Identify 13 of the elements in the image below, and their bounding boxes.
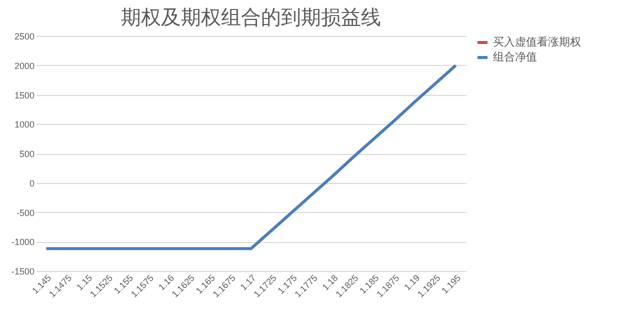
y-tick-label: -1000 xyxy=(11,237,34,248)
legend-label: 买入虚值看涨期权 xyxy=(493,36,581,48)
y-tick-label: 0 xyxy=(29,178,34,188)
y-tick-label: 2500 xyxy=(14,32,34,42)
y-tick-label: 1000 xyxy=(14,120,34,130)
y-tick-label: -1500 xyxy=(11,266,34,276)
y-tick-label: -500 xyxy=(16,208,34,218)
y-tick-label: 2000 xyxy=(14,60,34,71)
chart-title: 期权及期权组合的到期损益线 xyxy=(121,5,381,29)
y-tick-label: 1500 xyxy=(14,90,34,100)
y-tick-label: 500 xyxy=(19,149,34,159)
line-series xyxy=(44,64,458,250)
legend-label: 组合净值 xyxy=(493,50,537,64)
